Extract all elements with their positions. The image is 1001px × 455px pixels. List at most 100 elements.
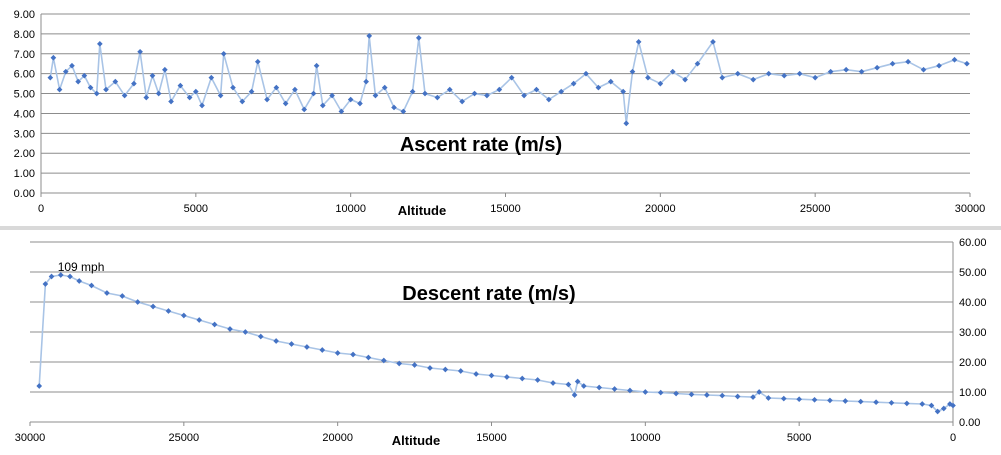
ascent-data-point — [781, 72, 788, 79]
ascent-data-point — [719, 74, 726, 81]
ascent-x-tick-label: 0 — [38, 203, 44, 215]
descent-data-point — [919, 401, 926, 407]
descent-data-point — [519, 375, 526, 382]
descent-data-point — [627, 387, 633, 394]
ascent-data-point — [47, 74, 54, 81]
ascent-data-point — [595, 84, 602, 91]
descent-data-point — [273, 338, 279, 344]
ascent-x-tick-label: 15000 — [490, 203, 521, 215]
ascent-data-point — [750, 76, 757, 83]
descent-data-point — [181, 312, 187, 319]
ascent-data-point — [177, 82, 184, 89]
descent-data-point — [104, 290, 110, 296]
ascent-chart-title: Ascent rate (m/s) — [400, 134, 562, 156]
ascent-data-point — [168, 98, 174, 105]
ascent-x-tick-label: 25000 — [800, 203, 831, 215]
ascent-data-point — [734, 70, 741, 77]
descent-y-tick-label: 60.00 — [959, 237, 987, 249]
descent-data-point — [571, 392, 578, 398]
ascent-y-tick-label: 7.00 — [14, 49, 35, 61]
descent-x-tick-label: 10000 — [630, 432, 661, 444]
ascent-data-point — [874, 64, 880, 71]
ascent-data-point — [292, 86, 298, 93]
ascent-data-point — [657, 80, 664, 87]
descent-data-point — [765, 395, 772, 401]
ascent-data-point — [329, 92, 335, 99]
ascent-data-point — [310, 90, 317, 97]
descent-data-point — [442, 366, 449, 373]
ascent-data-point — [796, 70, 803, 77]
ascent-y-tick-label: 0.00 — [14, 188, 35, 200]
ascent-y-tick-label: 4.00 — [14, 108, 35, 120]
ascent-data-point — [471, 90, 478, 97]
descent-data-point — [257, 333, 264, 340]
ascent-data-point — [193, 88, 199, 95]
descent-data-point — [580, 383, 587, 389]
descent-y-tick-label: 40.00 — [959, 297, 987, 309]
ascent-data-point — [920, 66, 927, 73]
ascent-data-point — [682, 76, 688, 83]
ascent-data-point — [149, 72, 156, 79]
descent-data-point — [36, 383, 43, 389]
descent-data-point — [150, 303, 156, 310]
ascent-data-point — [843, 66, 849, 73]
descent-rate-chart: 0.00 10.00 20.00 30.00 40.00 50.00 60.00 30000 2… — [15, 237, 987, 448]
descent-data-point — [750, 394, 756, 400]
descent-x-tick-label: 15000 — [476, 432, 507, 444]
ascent-data-point — [220, 50, 227, 57]
ascent-y-tick-label: 9.00 — [14, 9, 35, 21]
ascent-data-point — [239, 98, 246, 105]
ascent-data-point — [81, 72, 88, 79]
ascent-data-point — [607, 78, 614, 85]
descent-x-tick-label: 5000 — [787, 432, 811, 444]
descent-data-point — [827, 397, 833, 404]
ascent-data-point — [372, 92, 379, 99]
ascent-data-point — [62, 68, 69, 75]
descent-data-point — [811, 396, 818, 403]
descent-data-point — [76, 278, 83, 284]
descent-data-point — [780, 395, 787, 402]
descent-data-point — [457, 368, 464, 374]
ascent-data-point — [319, 102, 326, 109]
descent-annotation: 109 mph — [58, 260, 105, 274]
descent-y-tick-label: 0.00 — [959, 417, 980, 429]
descent-data-point — [873, 399, 879, 406]
descent-data-point — [904, 400, 910, 407]
descent-data-point — [227, 326, 233, 332]
descent-data-point — [67, 273, 73, 280]
descent-chart-title: Descent rate (m/s) — [402, 283, 575, 305]
descent-data-point — [380, 357, 387, 364]
ascent-data-point — [508, 74, 515, 81]
ascent-x-tick-label: 30000 — [955, 203, 986, 215]
descent-data-point — [734, 393, 741, 400]
descent-data-point — [704, 392, 710, 398]
ascent-x-tick-label: 20000 — [645, 203, 676, 215]
ascent-data-point — [103, 86, 109, 93]
ascent-data-point — [446, 86, 453, 93]
descent-data-point — [688, 391, 695, 398]
descent-data-point — [411, 362, 418, 368]
descent-data-point — [334, 350, 341, 356]
ascent-data-point — [186, 94, 193, 101]
ascent-x-tick-label: 10000 — [335, 203, 366, 215]
ascent-data-point — [409, 88, 416, 95]
ascent-data-point — [273, 84, 280, 91]
ascent-data-point — [629, 68, 636, 75]
descent-data-point — [211, 321, 218, 328]
ascent-y-tick-label: 1.00 — [14, 168, 35, 180]
chart-separator — [0, 226, 1001, 230]
ascent-data-point — [208, 74, 215, 81]
ascent-data-point — [496, 86, 503, 93]
ascent-data-point — [889, 60, 896, 67]
descent-data-point — [888, 399, 895, 406]
descent-data-point — [396, 360, 403, 367]
ascent-data-point — [964, 60, 970, 67]
descent-data-point — [642, 389, 649, 395]
ascent-data-point — [905, 58, 911, 65]
descent-data-point — [365, 354, 372, 361]
ascent-data-point — [858, 68, 865, 75]
ascent-y-tick-label: 3.00 — [14, 128, 35, 140]
ascent-data-point — [391, 104, 397, 111]
ascent-data-point — [570, 80, 577, 87]
